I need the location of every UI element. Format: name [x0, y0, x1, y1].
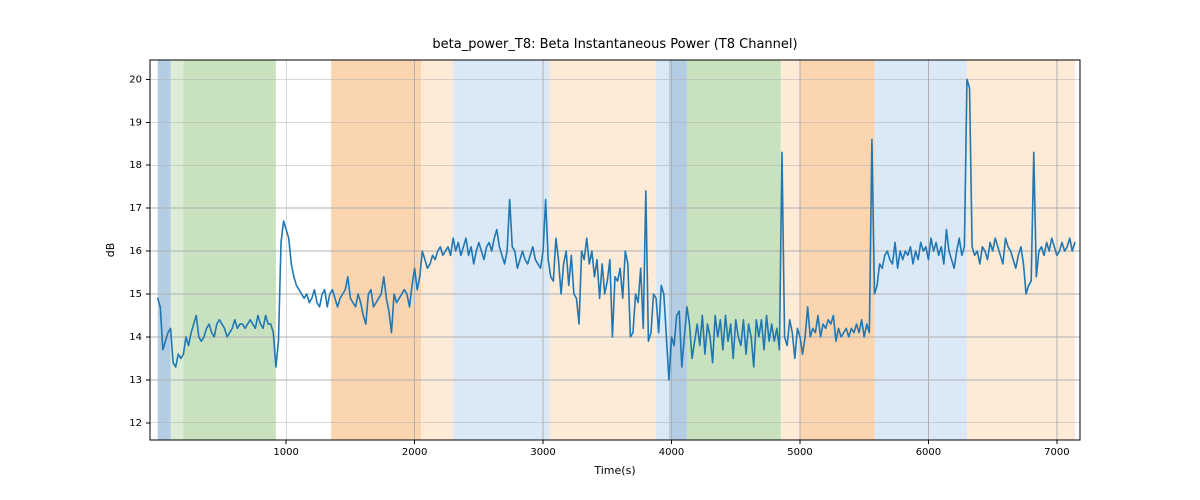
band — [183, 60, 275, 440]
y-tick-label: 14 — [129, 332, 142, 343]
band — [331, 60, 421, 440]
band — [656, 60, 669, 440]
x-tick-label: 6000 — [916, 447, 941, 458]
chart-container: 1000 2000 3000 4000 5000 6000 7000 12 13 14 15 16 17… — [0, 0, 1200, 500]
y-axis-label: dB — [104, 243, 117, 258]
x-tick-label: 1000 — [273, 447, 298, 458]
x-tick-label: 5000 — [787, 447, 812, 458]
chart-title: beta_power_T8: Beta Instantaneous Power … — [432, 37, 797, 52]
x-axis-label: Time(s) — [593, 464, 635, 477]
y-tick-label: 13 — [129, 375, 142, 386]
y-tick-label: 18 — [129, 160, 142, 171]
x-tick-label: 3000 — [530, 447, 555, 458]
band — [158, 60, 171, 440]
x-tick-label: 7000 — [1044, 447, 1069, 458]
y-tick-label: 20 — [129, 74, 142, 85]
band — [171, 60, 184, 440]
x-tick-label: 4000 — [659, 447, 684, 458]
y-tick-label: 16 — [129, 246, 142, 257]
y-tick-label: 12 — [129, 418, 142, 429]
band — [874, 60, 966, 440]
x-tick-label: 2000 — [402, 447, 427, 458]
band — [549, 60, 656, 440]
y-tick-label: 17 — [129, 203, 142, 214]
y-tick-label: 15 — [129, 289, 142, 300]
line-chart: 1000 2000 3000 4000 5000 6000 7000 12 13 14 15 16 17… — [0, 0, 1200, 500]
band — [687, 60, 781, 440]
band — [800, 60, 875, 440]
y-tick-label: 19 — [129, 117, 142, 128]
